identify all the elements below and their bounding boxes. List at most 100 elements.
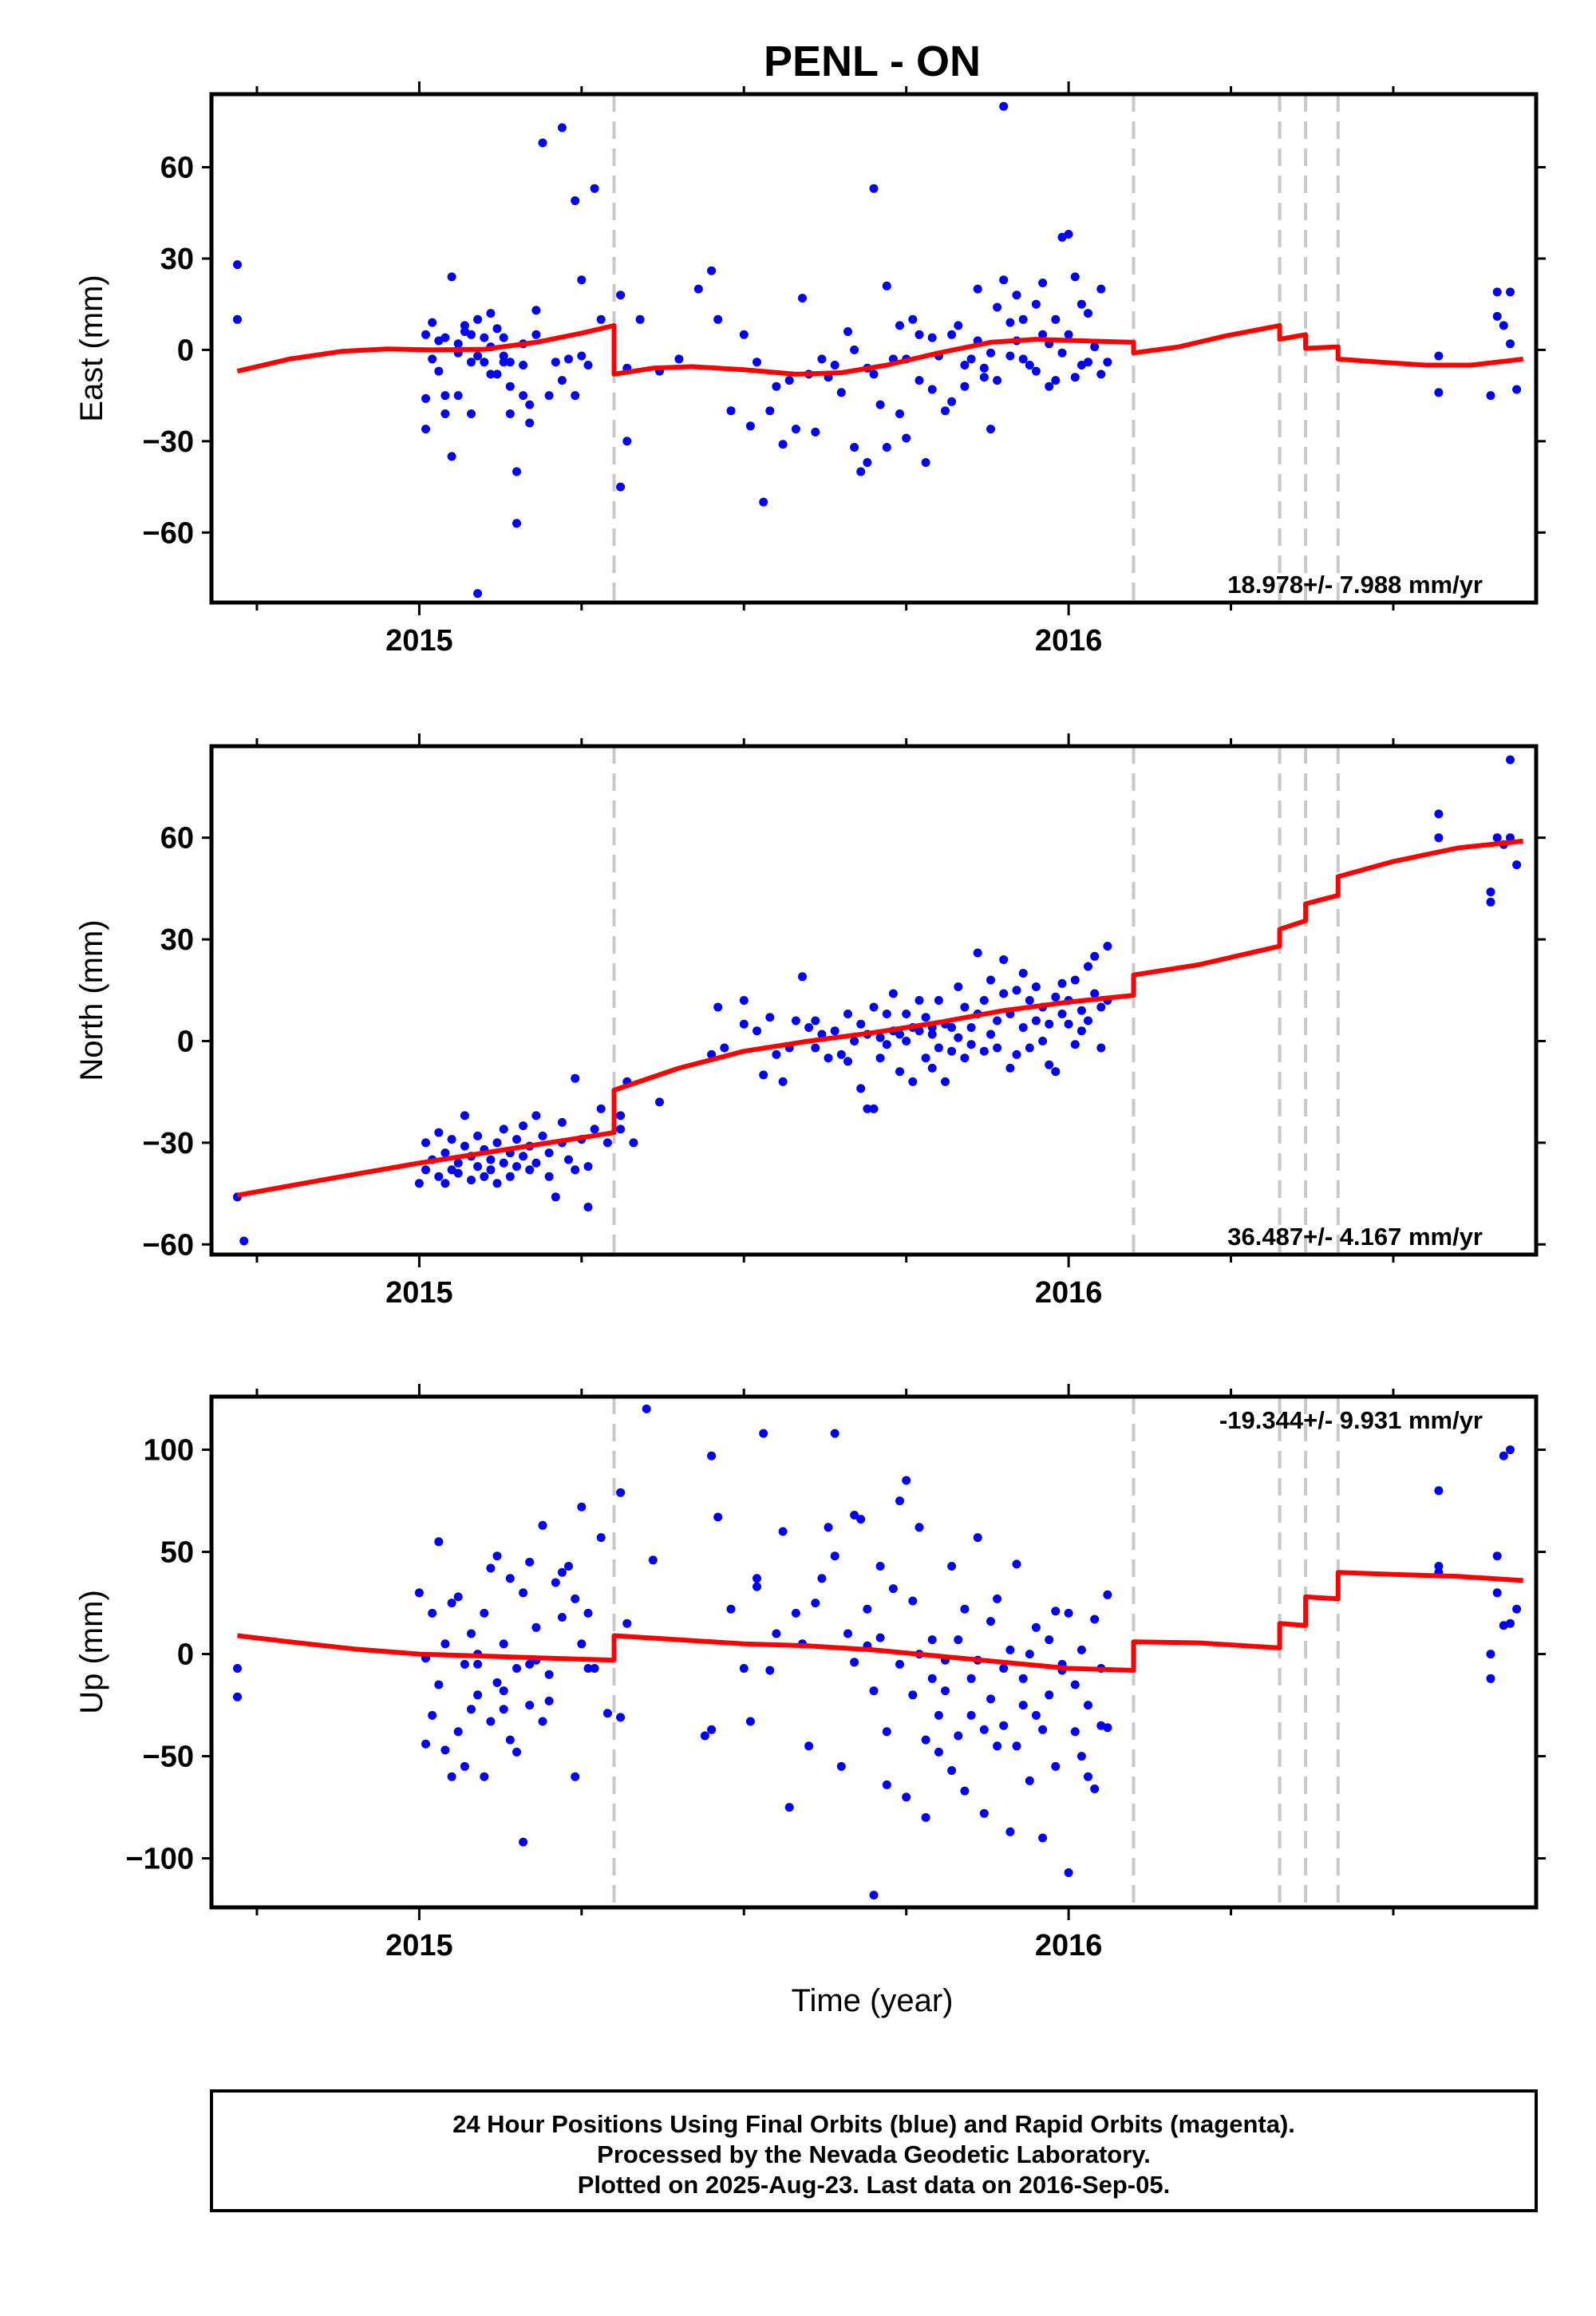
data-point — [1070, 272, 1080, 282]
data-point — [759, 497, 768, 507]
data-point — [1492, 1551, 1502, 1561]
data-point — [973, 1533, 982, 1543]
data-point — [915, 330, 924, 339]
data-point — [960, 361, 970, 370]
data-point — [1434, 809, 1444, 819]
data-point — [467, 358, 476, 367]
data-point — [1499, 1451, 1508, 1460]
data-point — [1090, 989, 1100, 998]
data-point — [863, 458, 872, 467]
data-point — [674, 354, 684, 364]
data-point — [1096, 370, 1106, 379]
data-point — [1045, 1019, 1054, 1029]
data-point — [895, 1659, 904, 1669]
data-point — [519, 1837, 528, 1847]
data-point — [447, 452, 456, 461]
data-point — [1012, 290, 1021, 300]
data-point — [947, 1766, 957, 1775]
data-point — [1103, 358, 1112, 367]
x-tick-label: 2016 — [1035, 624, 1103, 658]
data-point — [1096, 1043, 1106, 1053]
data-point — [538, 1717, 547, 1726]
data-point — [784, 1803, 794, 1812]
rate-text: 36.487+/- 4.167 mm/yr — [1227, 1223, 1483, 1251]
data-point — [993, 1741, 1002, 1751]
data-point — [745, 421, 755, 431]
data-point — [765, 1013, 775, 1022]
data-point — [434, 1537, 444, 1547]
data-point — [999, 989, 1009, 998]
data-point — [460, 1659, 469, 1669]
data-point — [473, 1162, 483, 1172]
data-point — [1064, 1868, 1073, 1877]
data-point — [486, 1155, 496, 1164]
data-point — [434, 1128, 444, 1137]
data-point — [453, 1727, 463, 1737]
data-point — [960, 1786, 970, 1796]
data-point — [512, 1162, 521, 1172]
data-point — [843, 1010, 852, 1018]
data-point — [1051, 376, 1061, 385]
data-point — [447, 1772, 456, 1781]
data-point — [902, 1792, 911, 1802]
y-tick-label: −100 — [125, 1843, 194, 1876]
data-point — [882, 281, 891, 290]
data-point — [525, 400, 535, 409]
data-point — [882, 1040, 891, 1049]
data-point — [1492, 287, 1502, 297]
data-point — [1512, 1604, 1522, 1614]
data-point — [895, 1067, 904, 1077]
footer-frame — [210, 2089, 1538, 2212]
data-point — [804, 1741, 814, 1751]
data-point — [428, 318, 437, 327]
x-axis-label: Time (year) — [792, 1983, 954, 2018]
data-point — [616, 290, 626, 300]
data-point — [622, 437, 632, 446]
data-point — [941, 406, 950, 416]
data-point — [486, 309, 496, 318]
data-point — [428, 1608, 437, 1618]
data-point — [895, 1030, 904, 1039]
data-point — [856, 467, 866, 476]
data-point — [1045, 1690, 1054, 1700]
data-point — [999, 101, 1009, 111]
data-point — [551, 1192, 560, 1202]
data-point — [564, 354, 573, 364]
data-point — [440, 333, 450, 342]
data-point — [473, 1690, 483, 1700]
data-point — [486, 1717, 496, 1726]
data-point — [830, 1551, 839, 1561]
data-point — [1064, 330, 1073, 339]
data-point — [505, 1735, 515, 1745]
x-tick-label: 2016 — [1035, 1929, 1103, 1962]
data-point — [1005, 1645, 1015, 1654]
data-point — [986, 975, 995, 985]
data-point — [830, 1026, 839, 1036]
data-point — [460, 1111, 469, 1120]
data-point — [434, 366, 444, 376]
data-point — [499, 333, 508, 342]
data-point — [798, 294, 807, 303]
x-tick-label: 2016 — [1035, 1276, 1103, 1310]
data-point — [934, 1043, 943, 1053]
data-point — [1018, 1701, 1028, 1710]
data-point — [1025, 996, 1034, 1005]
data-point — [1031, 366, 1041, 376]
data-point — [921, 1013, 930, 1022]
data-point — [979, 363, 989, 373]
data-point — [583, 1664, 593, 1673]
y-tick-label: −30 — [143, 425, 194, 459]
y-tick-label: 0 — [177, 1638, 194, 1672]
x-tick-label: 2015 — [385, 1276, 453, 1310]
data-point — [505, 358, 515, 367]
data-point — [895, 409, 904, 418]
data-point — [519, 361, 528, 370]
data-point — [557, 1117, 567, 1127]
data-point — [1084, 1772, 1092, 1781]
data-point — [1051, 1067, 1061, 1077]
data-point — [492, 324, 502, 334]
data-point — [447, 272, 456, 282]
data-point — [1486, 1650, 1495, 1659]
data-point — [1084, 309, 1092, 318]
data-point — [590, 184, 599, 193]
